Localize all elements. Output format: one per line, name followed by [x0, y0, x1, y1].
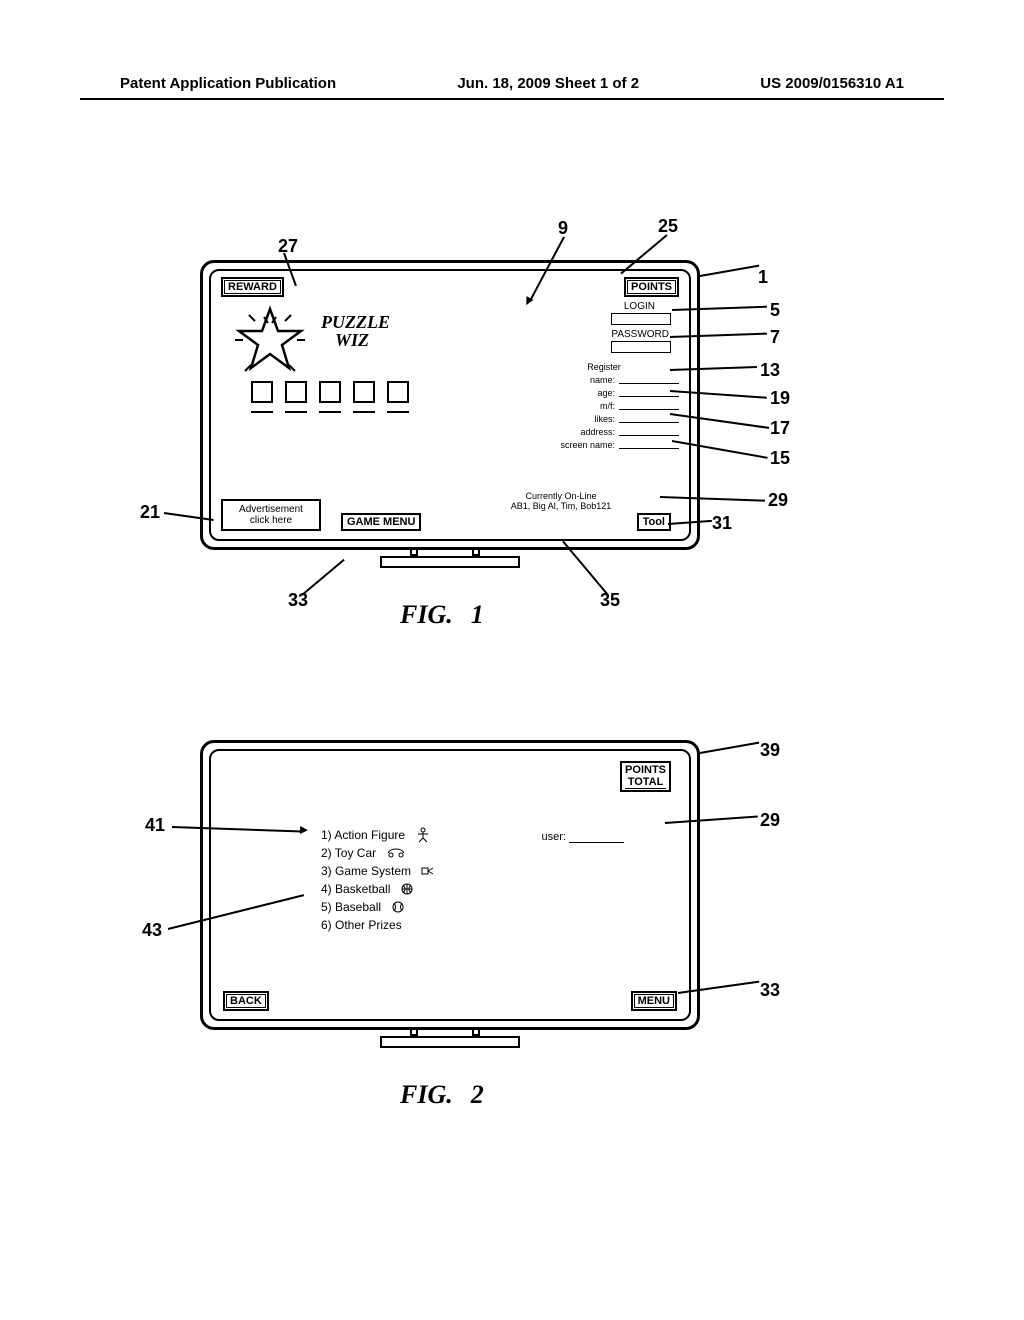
ref-17: 17: [770, 418, 790, 439]
user-label-block: user:: [541, 831, 624, 843]
monitor-stand: [200, 1030, 700, 1050]
gamemenu-button[interactable]: GAME MENU: [341, 513, 421, 531]
ref2-39: 39: [760, 740, 780, 761]
ref-27: 27: [278, 236, 298, 257]
login-input[interactable]: [611, 313, 671, 325]
field-age-label: age:: [597, 387, 615, 400]
points-total-label: POINTS TOTAL: [625, 764, 666, 789]
ref-25: 25: [658, 216, 678, 237]
ref-21: 21: [140, 502, 160, 523]
ref-15: 15: [770, 448, 790, 469]
tile[interactable]: [353, 381, 375, 403]
ref-13: 13: [760, 360, 780, 381]
screenname-input[interactable]: [619, 439, 679, 449]
reward-label: REWARD: [224, 280, 281, 294]
puzzle-wiz-logo: PUZZLE WIZ: [321, 313, 390, 349]
tool-button[interactable]: Tool: [637, 513, 671, 531]
prize-item[interactable]: 4) Basketball: [321, 880, 390, 898]
fig1-screen: REWARD POINTS LOGIN PASSWORD Register na…: [209, 269, 691, 541]
dash-row: [251, 411, 409, 413]
mf-input[interactable]: [619, 400, 679, 410]
points-button[interactable]: POINTS: [624, 277, 679, 297]
ref-5: 5: [770, 300, 780, 321]
tile[interactable]: [387, 381, 409, 403]
dash: [319, 411, 341, 413]
user-label: user:: [541, 831, 565, 843]
monitor-stand: [200, 550, 700, 570]
field-likes-label: likes:: [594, 413, 615, 426]
reward-button[interactable]: REWARD: [221, 277, 284, 297]
user-input[interactable]: [569, 833, 624, 843]
header-rule: [80, 98, 944, 100]
login-label: LOGIN: [624, 301, 655, 312]
address-input[interactable]: [619, 426, 679, 436]
ref-19: 19: [770, 388, 790, 409]
ref-1: 1: [758, 267, 768, 288]
ref-35: 35: [600, 590, 620, 611]
header-left: Patent Application Publication: [120, 75, 336, 92]
register-block: Register name: age: m/f: likes: address:…: [529, 361, 679, 452]
menu-button[interactable]: MENU: [631, 991, 677, 1011]
tile-row: [251, 381, 409, 403]
page-header: Patent Application Publication Jun. 18, …: [0, 75, 1024, 92]
puzzle-line2: WIZ: [335, 331, 390, 349]
ref2-43: 43: [142, 920, 162, 941]
online-block: Currently On-Line AB1, Big Al, Tim, Bob1…: [481, 491, 641, 511]
back-button[interactable]: BACK: [223, 991, 269, 1011]
dash: [353, 411, 375, 413]
ref2-33: 33: [760, 980, 780, 1001]
fig2-label: FIG.2: [400, 1080, 484, 1110]
field-screenname-label: screen name:: [560, 439, 615, 452]
register-heading: Register: [529, 361, 679, 374]
puzzle-line1: PUZZLE: [321, 313, 390, 331]
points-total-box: POINTS TOTAL: [620, 761, 671, 792]
ref-31: 31: [712, 513, 732, 534]
fig2-screen: POINTS TOTAL user: 1) Action Figure 2) T…: [209, 749, 691, 1021]
dash: [285, 411, 307, 413]
ref2-41: 41: [145, 815, 165, 836]
dash: [387, 411, 409, 413]
advertisement-box[interactable]: Advertisement click here: [221, 499, 321, 531]
prize-item[interactable]: 2) Toy Car: [321, 844, 376, 862]
ref-7: 7: [770, 327, 780, 348]
baseball-icon: [391, 900, 405, 914]
field-address-label: address:: [580, 426, 615, 439]
prize-item[interactable]: 3) Game System: [321, 862, 411, 880]
points-label: POINTS: [627, 280, 676, 294]
online-users: AB1, Big Al, Tim, Bob121: [481, 501, 641, 511]
fig1-label: FIG.1: [400, 600, 484, 630]
prize-item[interactable]: 6) Other Prizes: [321, 916, 402, 934]
tile[interactable]: [251, 381, 273, 403]
tile[interactable]: [285, 381, 307, 403]
password-input[interactable]: [611, 341, 671, 353]
field-name-label: name:: [590, 374, 615, 387]
dash: [251, 411, 273, 413]
advertisement-text: Advertisement click here: [239, 504, 303, 526]
fig2-monitor: POINTS TOTAL user: 1) Action Figure 2) T…: [200, 740, 700, 1050]
ref2-29: 29: [760, 810, 780, 831]
ref-29: 29: [768, 490, 788, 511]
header-right: US 2009/0156310 A1: [760, 75, 904, 92]
star-icon: [231, 305, 309, 380]
online-heading: Currently On-Line: [481, 491, 641, 501]
tile[interactable]: [319, 381, 341, 403]
fig1-screen-outer: REWARD POINTS LOGIN PASSWORD Register na…: [200, 260, 700, 550]
password-label: PASSWORD: [611, 329, 669, 340]
back-label: BACK: [226, 994, 266, 1008]
field-mf-label: m/f:: [600, 400, 615, 413]
fig2-screen-outer: POINTS TOTAL user: 1) Action Figure 2) T…: [200, 740, 700, 1030]
fig1-monitor: REWARD POINTS LOGIN PASSWORD Register na…: [200, 260, 700, 570]
basketball-icon: [400, 882, 414, 896]
prize-list: 1) Action Figure 2) Toy Car 3) Game Syst…: [321, 826, 441, 934]
action-figure-icon: [415, 827, 431, 843]
prize-item[interactable]: 5) Baseball: [321, 898, 381, 916]
header-center: Jun. 18, 2009 Sheet 1 of 2: [457, 75, 639, 92]
game-system-icon: [421, 865, 441, 877]
prize-item[interactable]: 1) Action Figure: [321, 826, 405, 844]
name-input[interactable]: [619, 374, 679, 384]
menu-label: MENU: [634, 994, 674, 1008]
toy-car-icon: [386, 847, 406, 859]
